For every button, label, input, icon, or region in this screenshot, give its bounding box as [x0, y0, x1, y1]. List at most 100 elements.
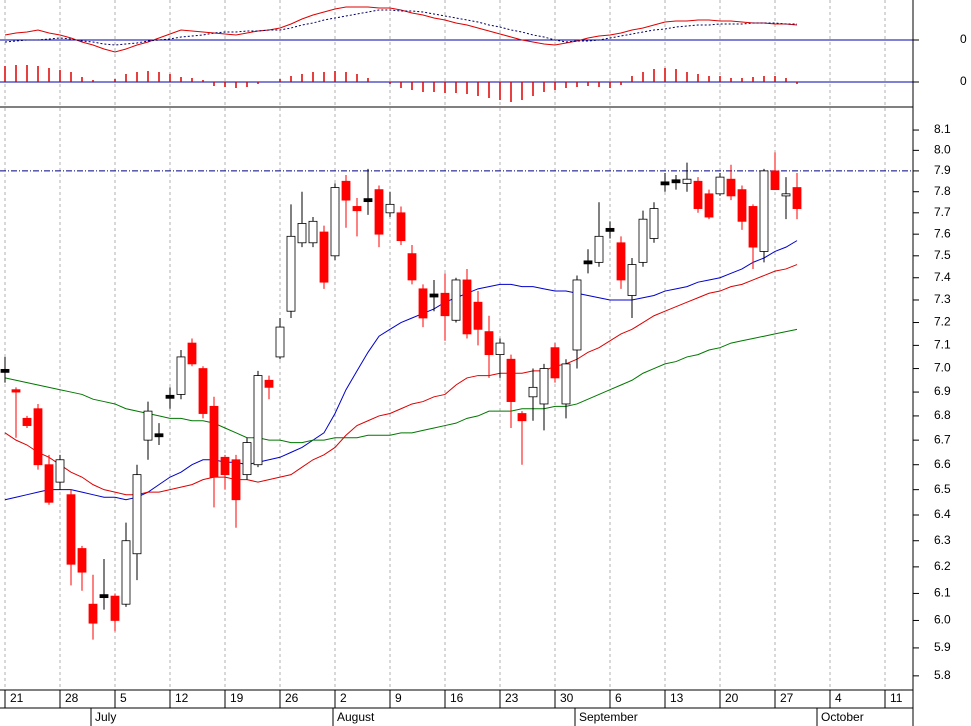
candle-body: [374, 189, 384, 235]
x-tick-label: 20: [725, 691, 739, 705]
candle-body: [99, 594, 109, 599]
candle-body: [330, 187, 340, 257]
x-tick-label: 9: [395, 691, 402, 705]
x-tick-label: 30: [560, 691, 574, 705]
y-tick-label: 0: [960, 32, 967, 46]
candle-body: [110, 595, 120, 621]
candle-body: [253, 375, 263, 466]
candle-body: [165, 394, 175, 399]
candle-body: [539, 368, 549, 405]
candle-body: [121, 540, 131, 605]
candle-body: [22, 417, 32, 426]
candle-body: [176, 356, 186, 395]
y-tick-label: 6.5: [934, 482, 951, 496]
y-tick-label: 7.8: [934, 184, 951, 198]
y-tick-label: 6.0: [934, 613, 951, 627]
candle-body: [528, 386, 538, 398]
candle-body: [770, 170, 780, 191]
candle-body: [88, 603, 98, 624]
candle-body: [33, 408, 43, 466]
y-tick-label: 5.8: [934, 668, 951, 682]
y-tick-label: 8.1: [934, 122, 951, 136]
candle-body: [66, 494, 76, 565]
candle-body: [132, 474, 142, 555]
candle-body: [275, 326, 285, 358]
candle-body: [583, 260, 593, 265]
y-tick-label: 7.7: [934, 205, 951, 219]
y-tick-label: 6.9: [934, 384, 951, 398]
y-tick-label: 6.3: [934, 533, 951, 547]
candle-body: [704, 193, 714, 218]
y-tick-label: 7.5: [934, 248, 951, 262]
candle-body: [484, 331, 494, 356]
x-tick-label: 5: [120, 691, 127, 705]
x-tick-label: 21: [10, 691, 24, 705]
y-tick-label: 5.9: [934, 640, 951, 654]
candle-body: [407, 253, 417, 281]
x-tick-label: 23: [505, 691, 519, 705]
month-label: August: [337, 710, 375, 724]
candle-body: [748, 206, 758, 248]
candle-body: [264, 379, 274, 388]
candle-body: [682, 178, 692, 184]
candle-body: [572, 279, 582, 351]
candle-body: [308, 220, 318, 244]
candle-body: [693, 180, 703, 209]
candle-body: [0, 368, 10, 373]
y-tick-label: 6.1: [934, 586, 951, 600]
x-tick-label: 2: [340, 691, 347, 705]
month-label: October: [821, 710, 864, 724]
candle-body: [11, 389, 21, 393]
candle-body: [462, 279, 472, 335]
candle-body: [209, 405, 219, 478]
candle-body: [55, 459, 65, 483]
y-tick-label: 6.4: [934, 507, 951, 521]
month-label: July: [95, 710, 116, 724]
candle-body: [638, 218, 648, 263]
candle-body: [297, 223, 307, 244]
y-tick-label: 7.4: [934, 270, 951, 284]
candle-body: [286, 235, 296, 312]
x-tick-label: 6: [615, 691, 622, 705]
y-tick-label: 7.2: [934, 315, 951, 329]
candle-body: [429, 293, 439, 298]
y-tick-label: 6.7: [934, 432, 951, 446]
candle-body: [495, 342, 505, 356]
candle-body: [242, 442, 252, 476]
candle-body: [781, 193, 791, 197]
y-tick-label: 6.2: [934, 559, 951, 573]
candle-body: [77, 548, 87, 573]
candle-body: [649, 208, 659, 239]
indicator-line: [4, 6, 798, 53]
candle-body: [561, 363, 571, 405]
moving-average: [4, 328, 798, 444]
candle-body: [451, 279, 461, 321]
candle-body: [154, 433, 164, 438]
candle-body: [198, 368, 208, 414]
candle-body: [231, 459, 241, 501]
y-tick-label: 8.0: [934, 143, 951, 157]
y-tick-label: 6.8: [934, 408, 951, 422]
y-tick-label: 6.6: [934, 457, 951, 471]
y-tick-label: 7.9: [934, 163, 951, 177]
x-tick-label: 27: [780, 691, 794, 705]
candle-body: [550, 347, 560, 379]
candle-body: [319, 231, 329, 283]
candle-body: [341, 180, 351, 201]
y-tick-label: 7.0: [934, 361, 951, 375]
candle-body: [660, 181, 670, 186]
candle-body: [385, 203, 395, 214]
x-tick-label: 13: [670, 691, 684, 705]
indicator-line: [4, 9, 797, 46]
candle-body: [506, 358, 516, 402]
x-tick-label: 16: [450, 691, 464, 705]
x-tick-label: 26: [285, 691, 299, 705]
y-tick-label: 7.6: [934, 226, 951, 240]
candle-body: [396, 212, 406, 242]
candle-body: [220, 456, 230, 476]
candle-body: [440, 292, 450, 317]
candle-body: [418, 288, 428, 319]
candle-body: [187, 342, 197, 365]
